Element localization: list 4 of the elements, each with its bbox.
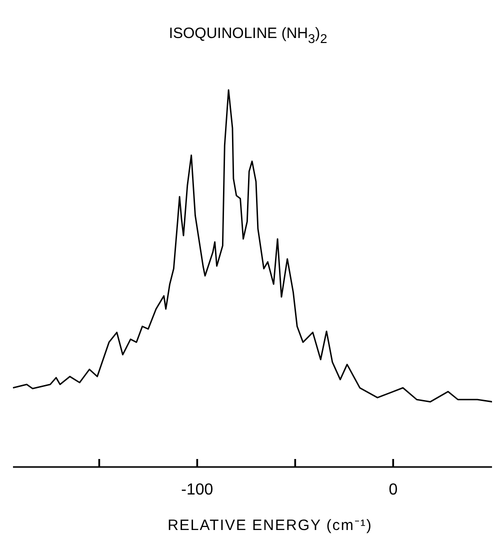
chart-title: ISOQUINOLINE (NH$_{3}$)$_{2}$ [168,25,328,46]
x-axis-title: RELATIVE ENERGY (cm⁻¹) [168,517,372,534]
x-tick-label: -100 [181,481,214,498]
x-tick-label: 0 [388,481,398,498]
